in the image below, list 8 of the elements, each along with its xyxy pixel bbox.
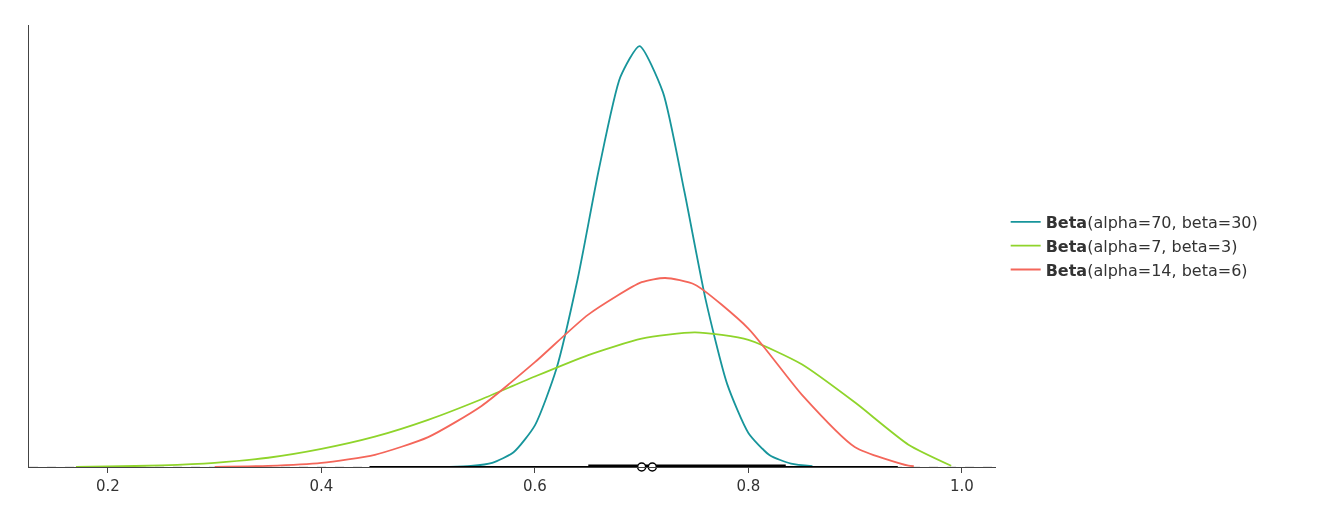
- legend-label: Beta(alpha=7, beta=3): [1045, 236, 1238, 256]
- x-tick-label: 0.6: [522, 477, 547, 495]
- x-tick-label: 1.0: [949, 477, 974, 495]
- x-tick-label: 0.8: [736, 477, 761, 495]
- legend-label: Beta(alpha=70, beta=30): [1045, 213, 1258, 233]
- legend-label: Beta(alpha=14, beta=6): [1045, 260, 1248, 280]
- x-tick-label: 0.2: [96, 477, 120, 495]
- x-tick-label: 0.4: [309, 477, 334, 495]
